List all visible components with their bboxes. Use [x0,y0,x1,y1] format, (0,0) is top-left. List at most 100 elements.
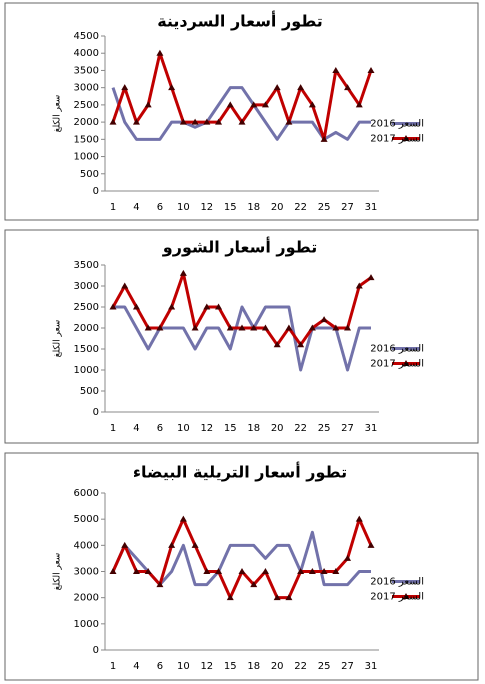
x-tick-label: 10 [177,202,190,213]
marker [250,581,258,588]
marker [191,324,199,331]
marker [297,341,305,348]
marker [121,541,129,548]
x-tick-label: 27 [341,423,354,434]
marker [215,303,223,310]
marker [144,101,152,108]
marker [344,84,352,91]
marker [297,84,305,91]
y-tick-label: 2500 [74,302,99,313]
marker [320,316,328,323]
marker [261,568,269,574]
marker [109,118,117,125]
y-tick-label: 2000 [74,117,99,128]
panel [4,452,479,681]
x-tick-label: 25 [318,661,331,672]
marker [344,554,352,561]
legend-label: السعر 2016 [370,577,424,588]
marker [179,515,187,522]
marker [355,101,363,108]
marker [250,324,258,331]
x-tick-label: 18 [247,202,260,213]
y-tick-label: 0 [93,186,99,197]
marker [203,568,211,574]
y-axis-label: سعر الكلغ [53,553,63,591]
marker [367,541,375,548]
x-tick-label: 20 [271,661,284,672]
y-tick-label: 6000 [74,488,99,499]
marker [320,568,328,574]
marker [203,303,211,310]
marker [191,541,199,548]
marker [367,274,375,281]
marker [285,324,293,331]
marker [168,303,176,310]
x-tick-label: 4 [133,202,139,213]
x-tick-label: 20 [271,202,284,213]
x-tick-label: 15 [224,661,237,672]
x-tick-label: 25 [318,423,331,434]
x-tick-label: 4 [133,423,139,434]
marker [308,568,316,574]
marker [297,568,305,574]
legend-label: السعر 2017 [370,359,424,370]
x-tick-label: 1 [110,661,116,672]
legend-label: السعر 2016 [370,344,424,355]
marker [144,568,152,574]
legend-marker [402,593,410,599]
y-tick-label: 2000 [74,323,99,334]
legend-label: السعر 2017 [370,592,424,603]
x-tick-label: 10 [177,661,190,672]
marker [226,594,234,601]
y-tick-label: 4000 [74,540,99,551]
y-tick-label: 3000 [74,83,99,94]
marker [215,568,223,574]
marker [367,66,375,73]
x-tick-label: 22 [294,202,307,213]
marker [156,324,164,331]
marker [273,84,281,91]
x-tick-label: 22 [294,661,307,672]
y-tick-label: 3000 [74,567,99,578]
marker [285,118,293,125]
legend-label: السعر 2017 [370,134,424,145]
marker [308,324,316,331]
y-tick-label: 1000 [74,152,99,163]
marker [203,118,211,125]
y-tick-label: 2000 [74,593,99,604]
x-tick-label: 6 [157,423,163,434]
marker [344,324,352,331]
chart-title: تطور أسعار السردينة [157,11,323,31]
y-tick-label: 1500 [74,134,99,145]
series-line [111,86,371,141]
y-tick-label: 500 [80,169,99,180]
marker [179,118,187,125]
x-tick-label: 31 [365,423,378,434]
x-tick-label: 12 [200,423,213,434]
marker [308,101,316,108]
x-tick-label: 25 [318,202,331,213]
chart-title: تطور أسعار الشورو [162,237,317,257]
marker [332,66,340,73]
panel [4,2,479,221]
marker [168,84,176,91]
marker [168,541,176,548]
y-tick-label: 4500 [74,31,99,42]
marker [144,324,152,331]
marker [132,303,140,310]
y-axis-label: سعر الكلغ [53,95,63,133]
x-tick-label: 20 [271,423,284,434]
marker [285,594,293,601]
marker [250,101,258,108]
legend-marker [402,135,410,141]
marker [109,568,117,574]
x-tick-label: 31 [365,661,378,672]
marker [355,282,363,289]
marker [215,118,223,125]
marker [238,324,246,331]
chart-title: تطور أسعار التريلية البيضاء [133,462,347,482]
y-tick-label: 3500 [74,260,99,271]
x-tick-label: 10 [177,423,190,434]
marker [332,324,340,331]
